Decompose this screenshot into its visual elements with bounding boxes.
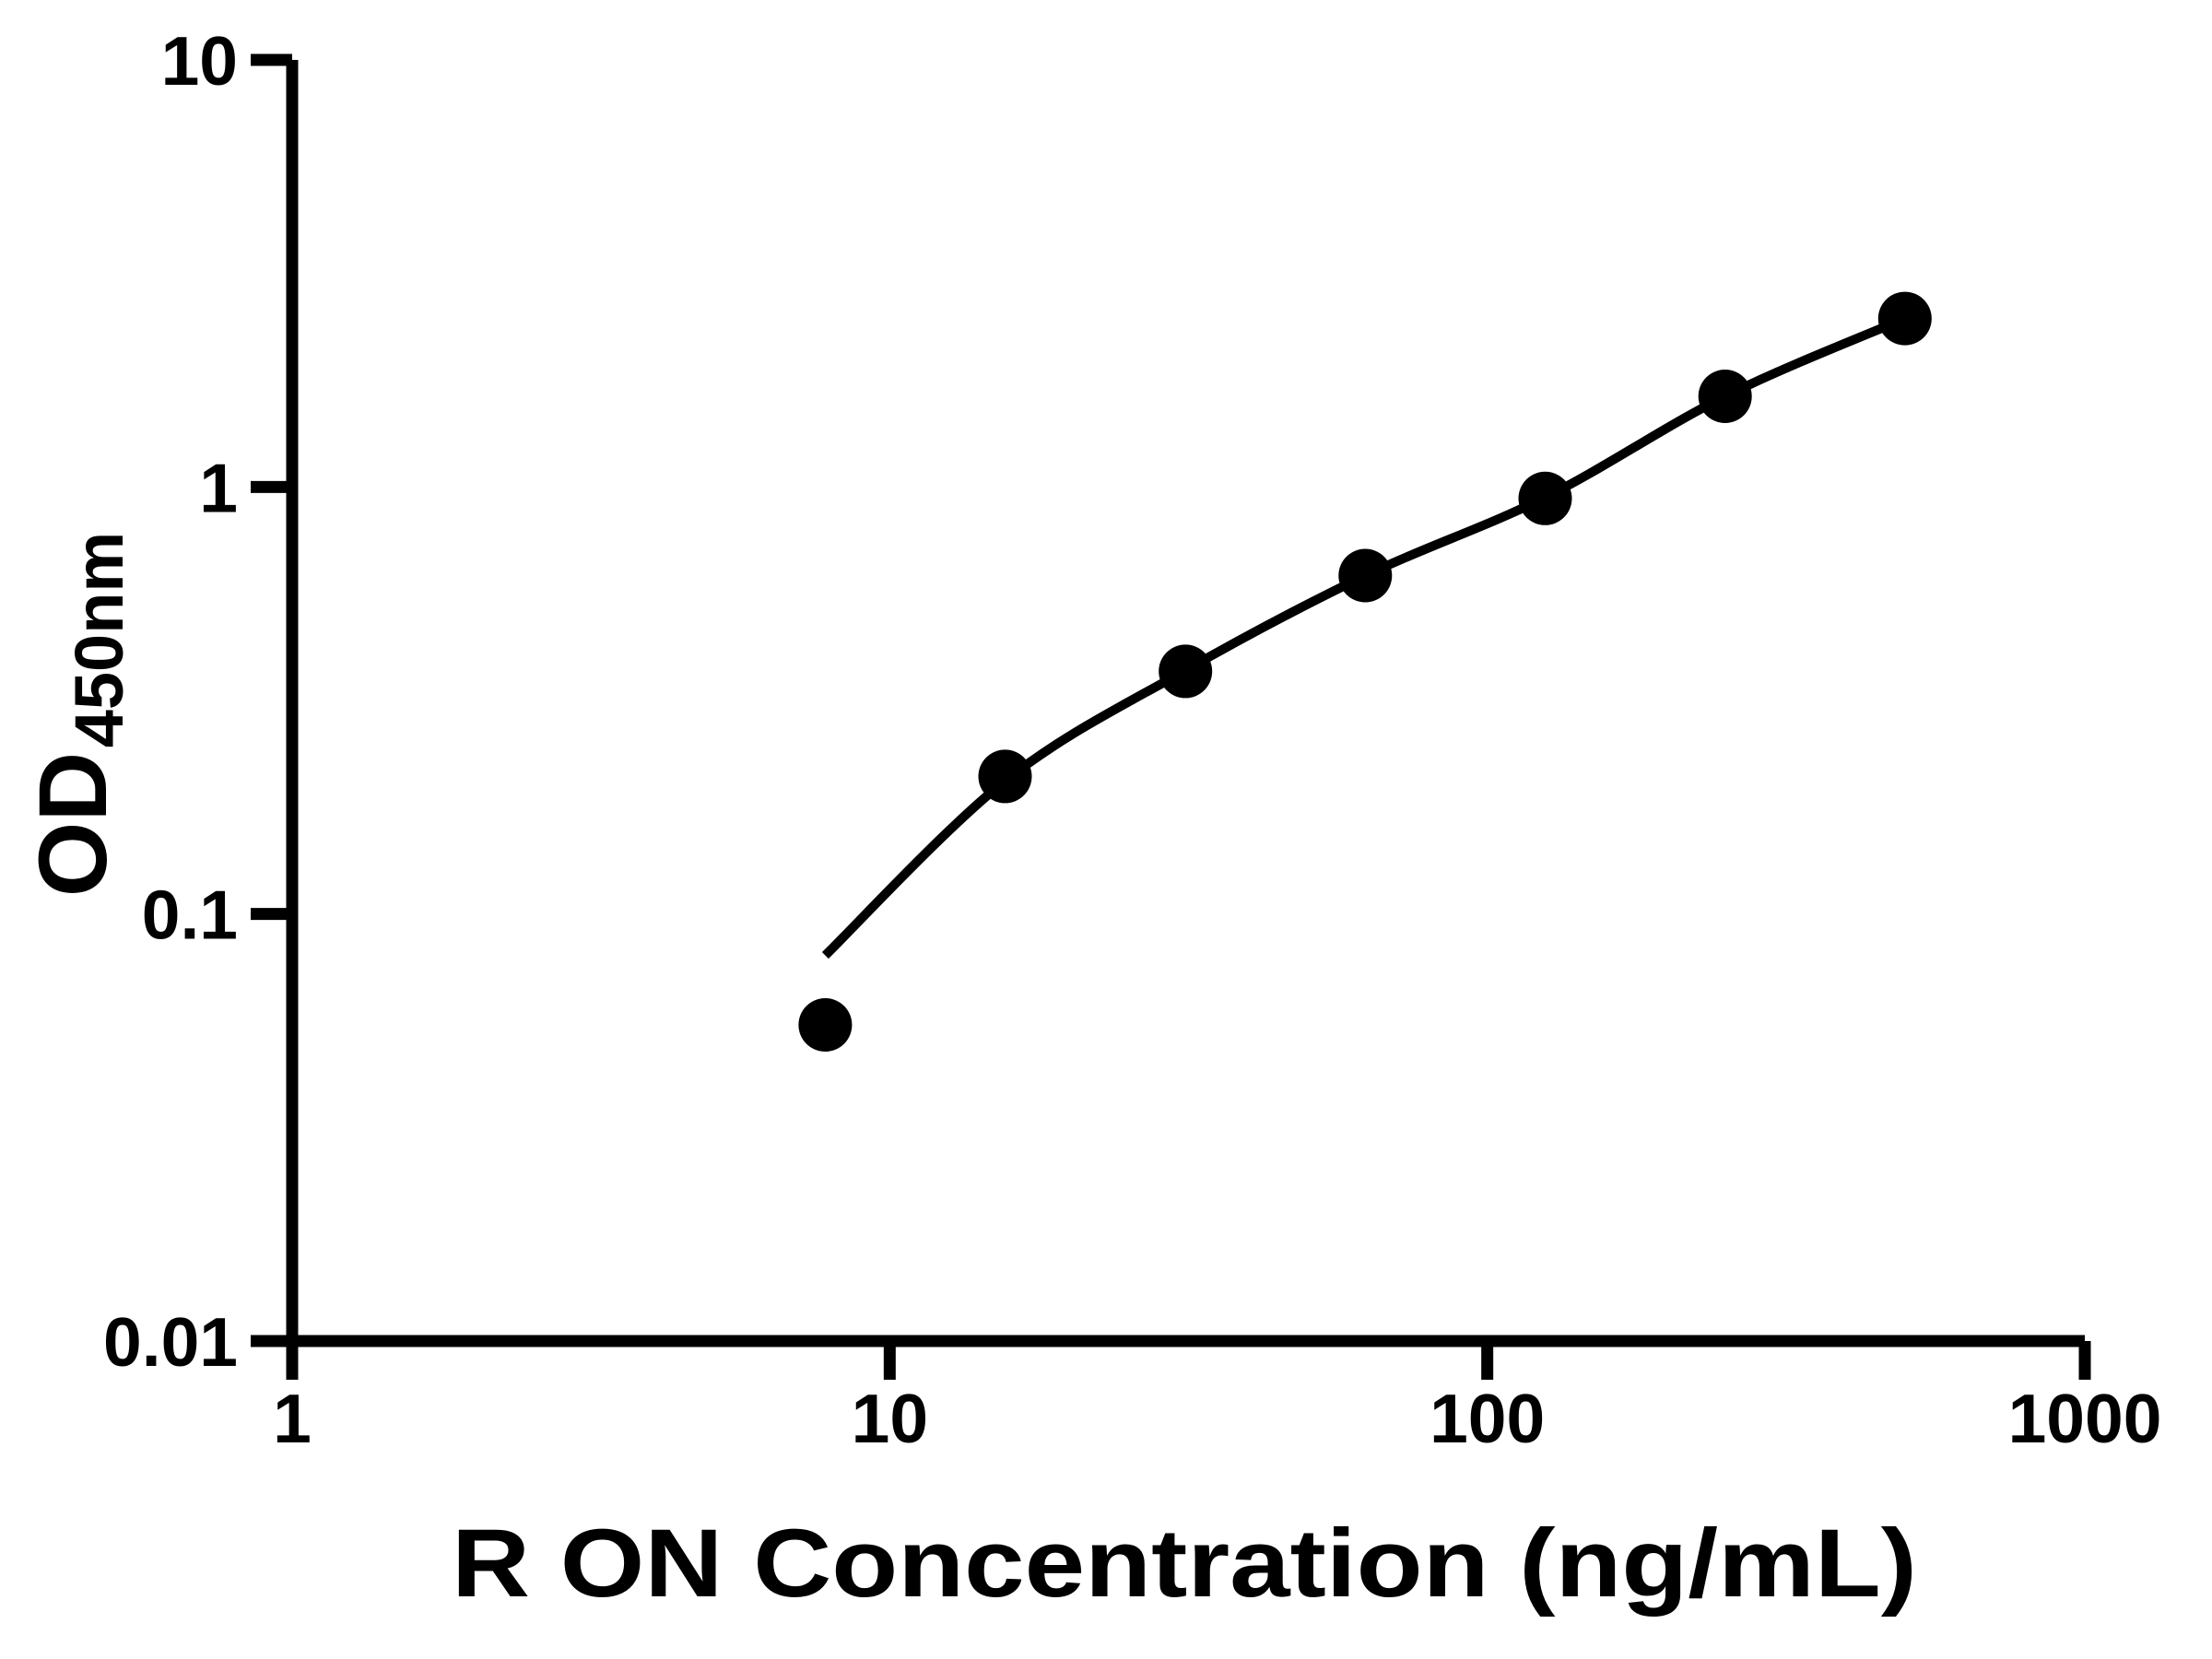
data-point-500 (1877, 291, 1932, 346)
y-axis-title-subscript: 450nm (61, 532, 137, 747)
x-tick-labels: 1 10 100 1000 (273, 1380, 2161, 1457)
data-point-62.5 (1338, 548, 1393, 603)
x-tick-label-10: 10 (852, 1380, 928, 1457)
x-axis-title: R ON Concentration (ng/mL) (452, 1510, 1917, 1618)
x-tick-label-100: 100 (1430, 1380, 1545, 1457)
y-tick-label-1: 1 (199, 449, 238, 526)
y-tick-label-10: 10 (161, 22, 238, 100)
x-tick-label-1000: 1000 (2008, 1380, 2162, 1457)
y-tick-labels: 10 1 0.1 0.01 (103, 22, 238, 1381)
x-tick-label-1: 1 (273, 1380, 312, 1457)
data-point-31.25 (1159, 644, 1213, 699)
y-axis-title-main: OD (19, 752, 127, 898)
data-point-15.6 (978, 749, 1032, 804)
axes-layer (251, 53, 2091, 1380)
data-point-7.8 (798, 998, 853, 1052)
y-tick-label-0.1: 0.1 (142, 877, 238, 954)
data-points-layer (798, 291, 1932, 1052)
y-tick-label-0.01: 0.01 (103, 1303, 238, 1381)
data-point-250 (1698, 370, 1752, 423)
data-point-125 (1518, 471, 1572, 525)
y-axis-title: OD 450nm (19, 532, 137, 897)
